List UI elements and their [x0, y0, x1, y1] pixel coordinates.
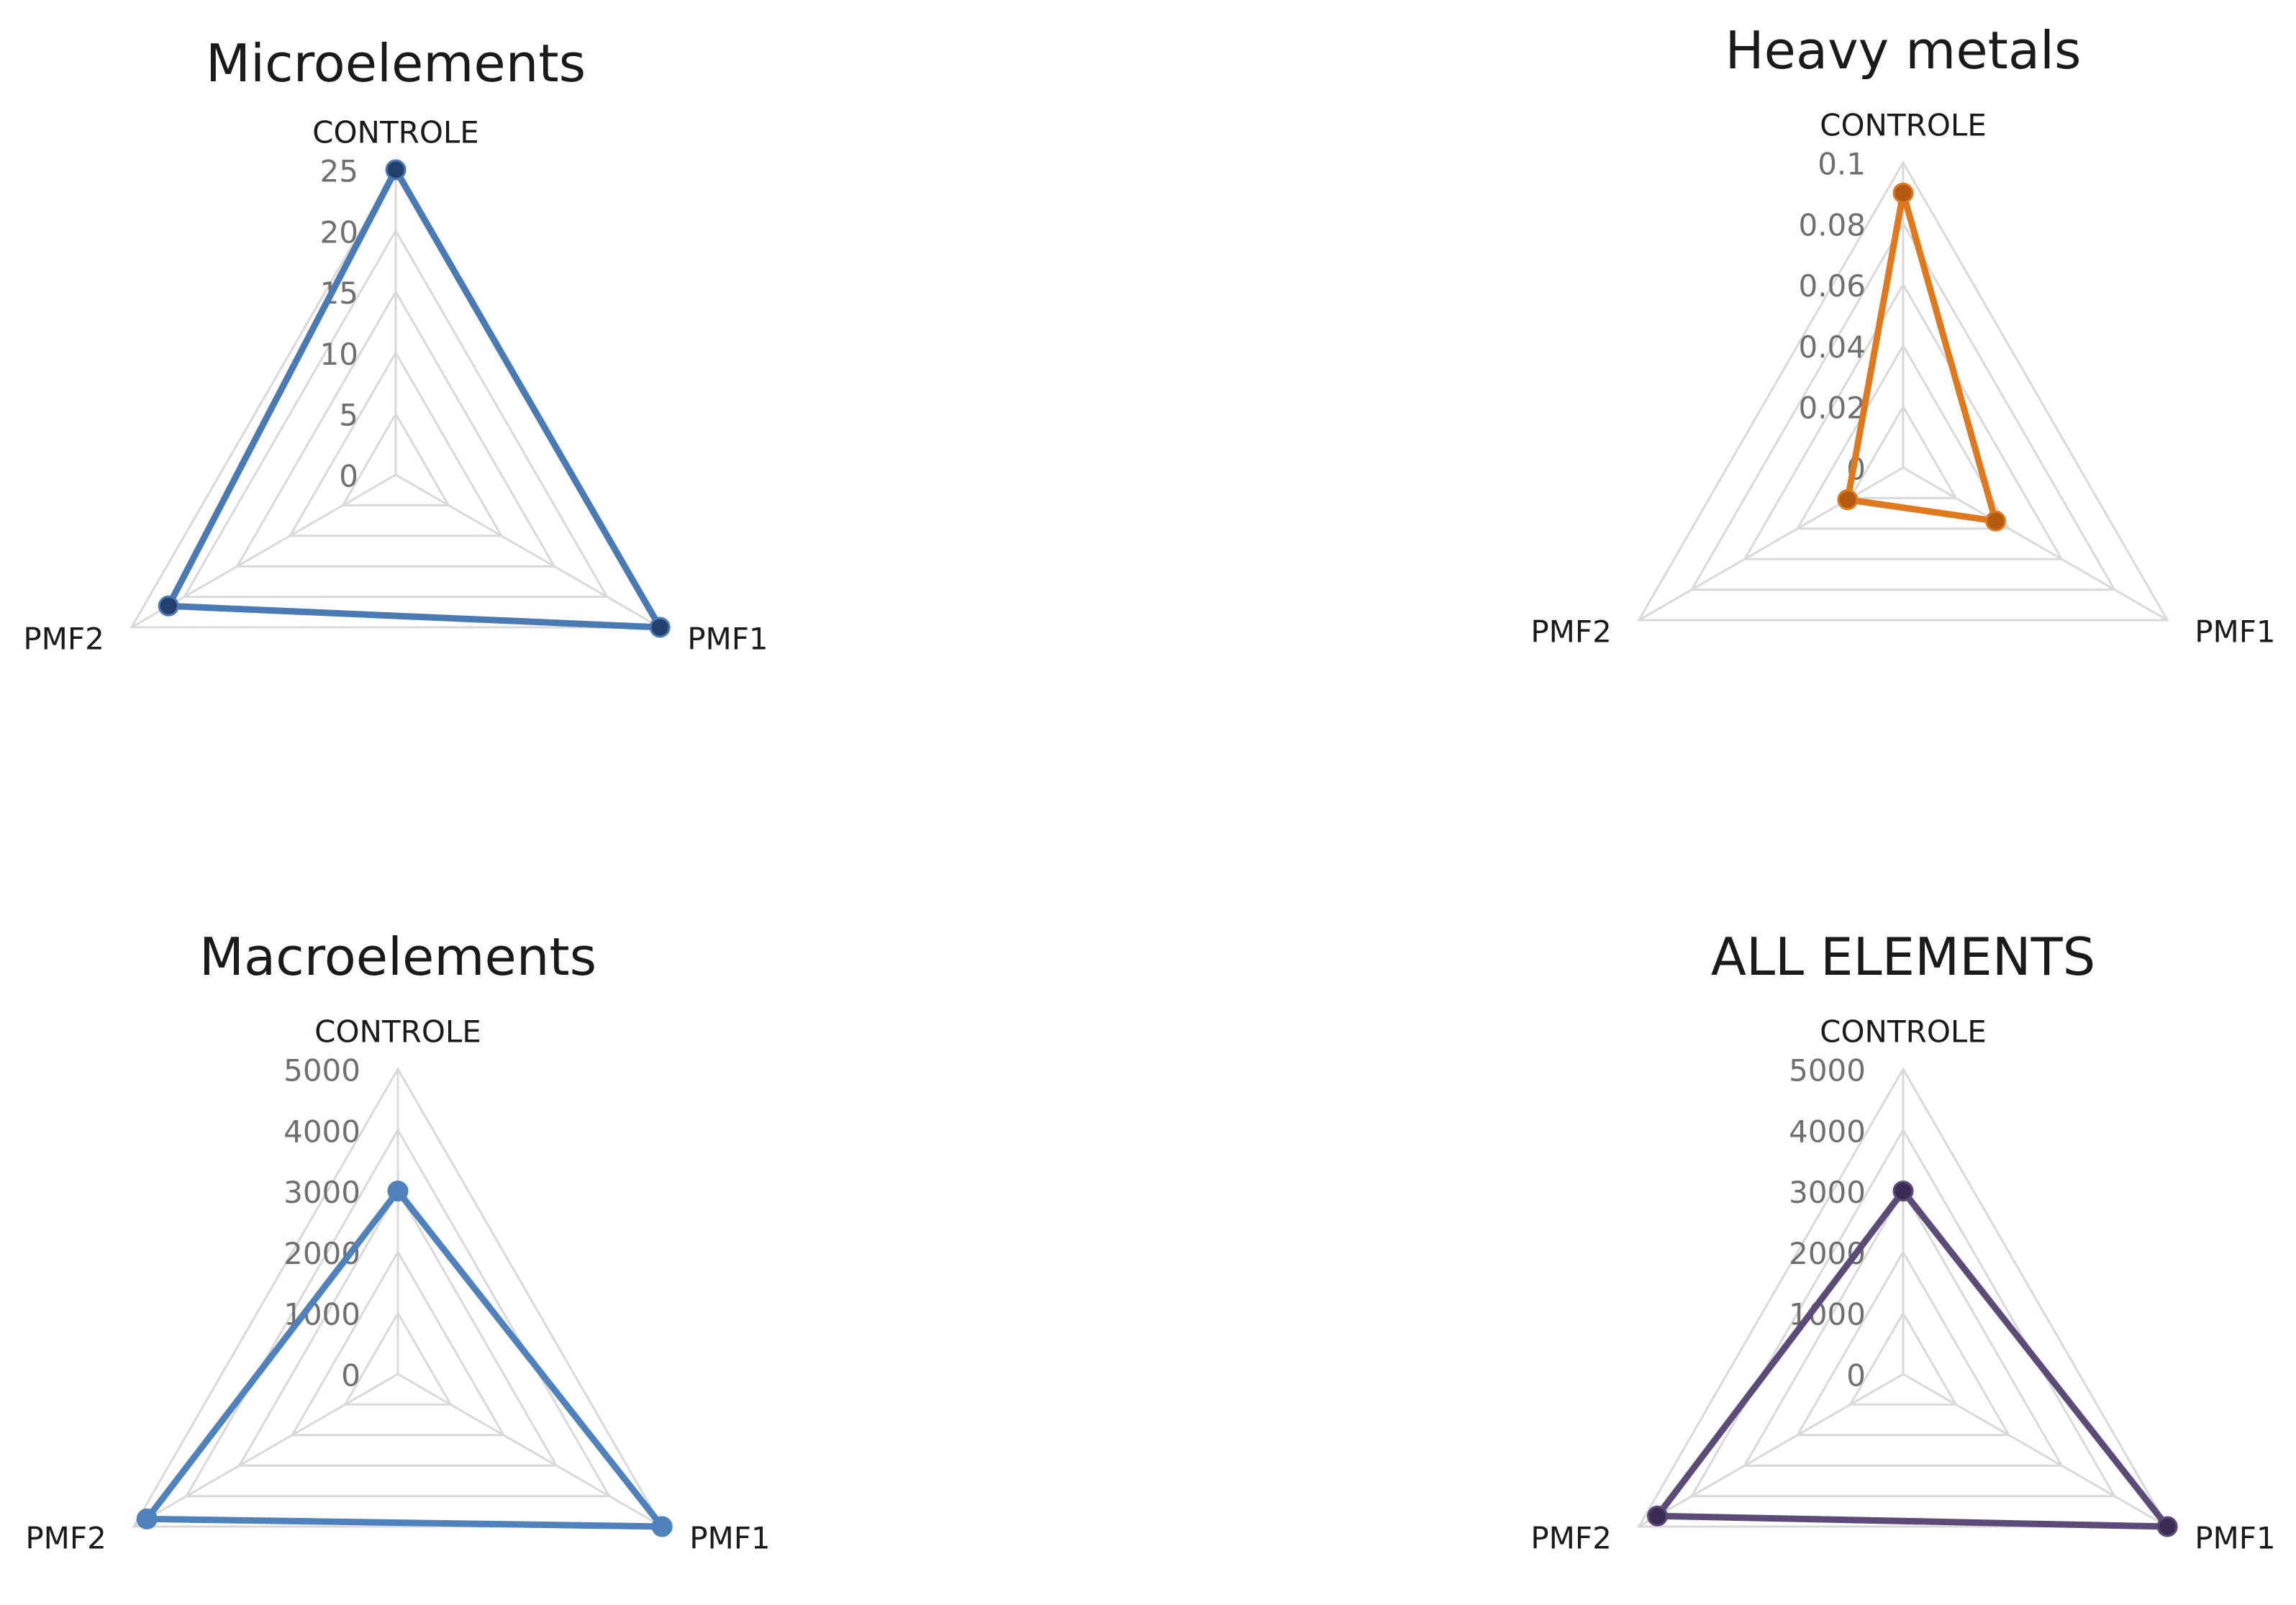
- tick-label: 0.1: [1818, 147, 1866, 182]
- grid-ring: [290, 1250, 506, 1437]
- chart-title: ALL ELEMENTS: [1711, 927, 2096, 987]
- radar-chart-all-elements: ALL ELEMENTSCONTROLEPMF1PMF2010002000300…: [1530, 927, 2275, 1556]
- radar-chart-heavy-metals: Heavy metalsCONTROLEPMF1PMF200.020.040.0…: [1530, 20, 2275, 650]
- tick-label: 0.02: [1798, 391, 1866, 426]
- category-label: PMF1: [687, 622, 768, 657]
- axis-spoke: [133, 1373, 399, 1528]
- axis-spoke: [1902, 466, 2168, 622]
- tick-label: 3000: [283, 1175, 360, 1210]
- series-line: [1844, 189, 1999, 524]
- data-point: [158, 595, 179, 617]
- data-point: [1892, 182, 1914, 204]
- grid-ring: [132, 1067, 664, 1528]
- grid-ring: [184, 1127, 612, 1498]
- grid-ring: [1795, 343, 2011, 530]
- data-point: [1837, 489, 1859, 510]
- category-label: PMF1: [2195, 1521, 2275, 1556]
- category-label: PMF2: [23, 622, 104, 657]
- chart-title: Microelements: [206, 33, 586, 94]
- axis-spoke: [1638, 466, 1904, 622]
- data-point: [1647, 1505, 1668, 1527]
- grid-ring: [1637, 160, 2169, 622]
- grid-ring: [288, 350, 504, 537]
- tick-label: 0: [339, 459, 358, 494]
- grid-ring: [1689, 221, 2117, 591]
- tick-label: 25: [320, 154, 358, 189]
- series-line: [143, 1188, 666, 1530]
- data-point: [387, 1181, 409, 1202]
- tick-label: 0: [1846, 1358, 1866, 1393]
- tick-label: 20: [320, 214, 358, 250]
- grid-ring: [1795, 1250, 2011, 1437]
- tick-label: 3000: [1789, 1175, 1866, 1210]
- grid-ring: [1743, 1188, 2064, 1467]
- grid-ring: [341, 412, 450, 506]
- tick-label: 10: [320, 337, 358, 372]
- chart-title: Macroelements: [199, 927, 596, 987]
- grid-ring: [1743, 282, 2064, 560]
- category-label: PMF2: [25, 1521, 106, 1556]
- tick-label: 0.04: [1798, 329, 1866, 365]
- chart-title: Heavy metals: [1725, 20, 2082, 81]
- axis-spoke: [1638, 1373, 1904, 1528]
- series-line: [1654, 1188, 2171, 1530]
- category-label: PMF1: [2195, 614, 2275, 650]
- grid-ring: [1848, 404, 1958, 499]
- series-line: [165, 166, 663, 631]
- tick-label: 4000: [1789, 1114, 1866, 1149]
- tick-label: 5: [339, 398, 358, 433]
- category-label: PMF2: [1530, 1521, 1611, 1556]
- tick-label: 0.08: [1798, 207, 1866, 242]
- grid-ring: [343, 1311, 453, 1406]
- category-label: CONTROLE: [1820, 1014, 1987, 1050]
- axis-spoke: [395, 473, 661, 629]
- grid-ring: [235, 289, 556, 568]
- tick-label: 5000: [283, 1053, 360, 1088]
- grid-ring: [1848, 1311, 1958, 1406]
- radar-chart-macroelements: MacroelementsCONTROLEPMF1PMF201000200030…: [25, 927, 770, 1556]
- grid-ring: [182, 228, 609, 599]
- grid-ring: [1689, 1127, 2117, 1498]
- tick-label: 5000: [1789, 1053, 1866, 1088]
- category-label: CONTROLE: [1820, 108, 1987, 143]
- category-label: PMF1: [689, 1521, 770, 1556]
- tick-label: 0: [341, 1358, 360, 1393]
- data-point: [649, 617, 671, 638]
- data-point: [2156, 1516, 2178, 1537]
- data-point: [1892, 1181, 1914, 1202]
- axis-spoke: [1902, 1373, 2168, 1528]
- data-point: [651, 1516, 673, 1537]
- grid-ring: [1637, 1067, 2169, 1528]
- data-point: [1985, 510, 2006, 532]
- axis-spoke: [397, 1373, 663, 1528]
- tick-label: 4000: [283, 1114, 360, 1149]
- data-point: [136, 1508, 158, 1529]
- category-label: CONTROLE: [312, 115, 479, 150]
- tick-label: 0.06: [1798, 268, 1866, 304]
- category-label: CONTROLE: [314, 1014, 481, 1050]
- category-label: PMF2: [1530, 614, 1611, 650]
- grid-ring: [237, 1188, 558, 1467]
- data-point: [385, 159, 407, 181]
